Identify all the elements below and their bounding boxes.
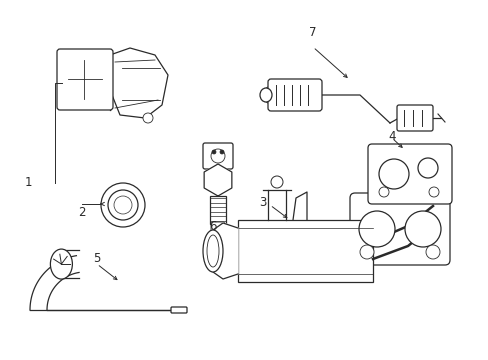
- FancyBboxPatch shape: [62, 54, 108, 105]
- Circle shape: [101, 183, 145, 227]
- Polygon shape: [110, 48, 168, 118]
- Ellipse shape: [203, 230, 223, 272]
- Text: 1: 1: [24, 176, 32, 189]
- Circle shape: [270, 176, 283, 188]
- Circle shape: [417, 158, 437, 178]
- Polygon shape: [30, 256, 170, 312]
- Circle shape: [142, 113, 153, 123]
- Text: 6: 6: [209, 220, 216, 233]
- Circle shape: [358, 211, 394, 247]
- FancyBboxPatch shape: [210, 222, 224, 234]
- Text: 3: 3: [259, 197, 266, 210]
- FancyBboxPatch shape: [367, 144, 451, 204]
- Circle shape: [114, 196, 132, 214]
- Ellipse shape: [50, 249, 72, 279]
- Circle shape: [378, 187, 388, 197]
- FancyBboxPatch shape: [209, 196, 225, 224]
- FancyBboxPatch shape: [238, 220, 372, 282]
- Circle shape: [428, 187, 438, 197]
- Circle shape: [425, 245, 439, 259]
- Circle shape: [359, 245, 373, 259]
- FancyBboxPatch shape: [171, 307, 186, 313]
- FancyBboxPatch shape: [203, 143, 232, 169]
- FancyBboxPatch shape: [267, 79, 321, 111]
- Text: 2: 2: [78, 206, 85, 219]
- Polygon shape: [213, 223, 238, 279]
- Ellipse shape: [260, 88, 271, 102]
- Text: 7: 7: [308, 26, 316, 39]
- Text: 4: 4: [387, 130, 395, 143]
- Text: 5: 5: [93, 252, 101, 265]
- Ellipse shape: [206, 235, 219, 267]
- FancyBboxPatch shape: [67, 59, 103, 100]
- FancyBboxPatch shape: [349, 193, 449, 265]
- Polygon shape: [203, 164, 231, 196]
- Circle shape: [378, 159, 408, 189]
- Circle shape: [404, 211, 440, 247]
- FancyBboxPatch shape: [396, 105, 432, 131]
- FancyBboxPatch shape: [57, 49, 113, 110]
- Circle shape: [210, 149, 224, 163]
- Circle shape: [212, 150, 216, 154]
- Circle shape: [108, 190, 138, 220]
- Circle shape: [220, 150, 224, 154]
